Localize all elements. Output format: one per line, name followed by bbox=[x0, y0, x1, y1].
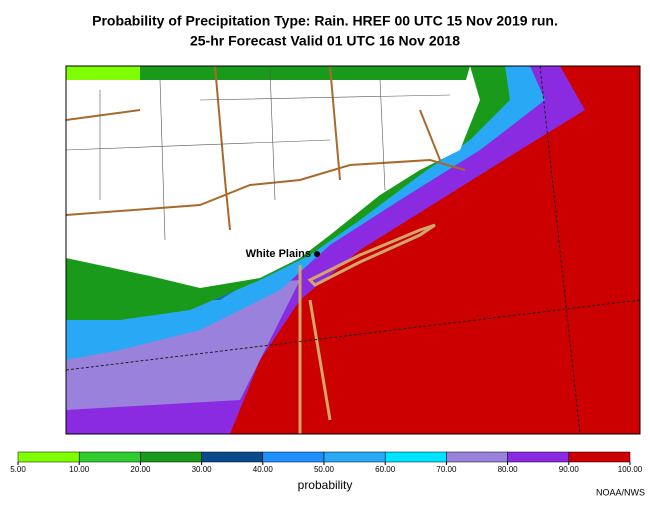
legend-tick-label: 20.00 bbox=[130, 465, 151, 474]
legend-title: probability bbox=[298, 478, 353, 492]
map bbox=[66, 66, 640, 434]
legend-tick-label: 10.00 bbox=[69, 465, 90, 474]
legend-swatch bbox=[323, 451, 386, 463]
legend-swatch bbox=[507, 451, 570, 463]
legend-tick-label: 50.00 bbox=[314, 465, 335, 474]
legend-swatch bbox=[17, 451, 80, 463]
legend-swatch bbox=[446, 451, 508, 463]
legend-swatch bbox=[568, 451, 631, 463]
city-marker bbox=[314, 251, 320, 257]
credit: NOAA/NWS bbox=[596, 487, 645, 497]
legend-swatch bbox=[78, 451, 141, 463]
legend-tick-label: 5.00 bbox=[10, 465, 26, 474]
legend-swatch bbox=[201, 451, 264, 463]
legend-tick-label: 30.00 bbox=[192, 465, 213, 474]
legend-tick-label: 90.00 bbox=[559, 465, 580, 474]
legend-tick-label: 80.00 bbox=[498, 465, 519, 474]
legend-tick-label: 70.00 bbox=[436, 465, 457, 474]
legend-tick-label: 60.00 bbox=[375, 465, 396, 474]
legend-swatch bbox=[140, 451, 202, 463]
legend-tick-label: 40.00 bbox=[253, 465, 274, 474]
legend-swatch bbox=[262, 451, 325, 463]
map-frame bbox=[65, 65, 641, 435]
legend: 5.00 10.00 20.00 30.00 40.00 50.00 60.00 70.00 8… bbox=[10, 451, 643, 474]
legend-tick-label: 100.00 bbox=[618, 465, 643, 474]
legend-swatch bbox=[384, 451, 447, 463]
title-line: Probability of Precipitation Type: Rain.… bbox=[92, 13, 558, 29]
city-label: White Plains bbox=[246, 248, 311, 260]
title-line: 25-hr Forecast Valid 01 UTC 16 Nov 2018 bbox=[190, 33, 460, 49]
